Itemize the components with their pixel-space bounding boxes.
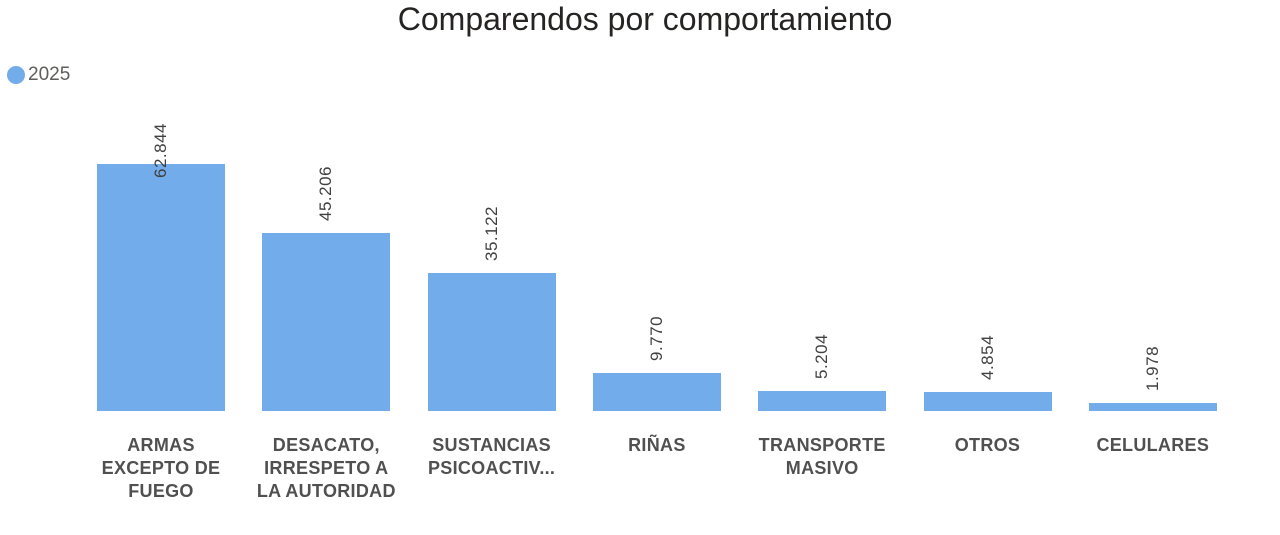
legend-label: 2025: [28, 64, 71, 85]
category-label: SUSTANCIAS PSICOACTIV...: [427, 435, 556, 478]
bar[interactable]: [592, 372, 721, 411]
data-label: 1.978: [1142, 346, 1162, 392]
bar[interactable]: [262, 233, 391, 411]
data-label: 45.206: [316, 166, 336, 222]
data-label: 5.204: [812, 333, 832, 379]
legend-item-2025[interactable]: 2025: [7, 64, 70, 86]
data-label: 9.770: [646, 315, 666, 361]
category-label: TRANSPORTE MASIVO: [758, 435, 886, 478]
chart-title: Comparendos por comportamiento: [397, 1, 893, 37]
category-label: ARMAS EXCEPTO DE FUEGO: [101, 435, 221, 501]
bar[interactable]: [427, 272, 556, 411]
category-label: CELULARES: [1096, 435, 1210, 455]
data-label: 35.122: [481, 205, 501, 261]
category-label: OTROS: [954, 435, 1021, 455]
category-label: RIÑAS: [628, 435, 686, 455]
bar[interactable]: [923, 391, 1052, 411]
bar[interactable]: [758, 390, 887, 411]
legend-dot-icon: [7, 66, 25, 84]
data-label: 62.844: [151, 123, 170, 178]
data-label: 4.854: [977, 334, 997, 380]
category-label: DESACATO, IRRESPETO A LA AUTORIDAD: [256, 435, 396, 501]
bar[interactable]: [1088, 403, 1217, 411]
bar[interactable]: [97, 164, 225, 411]
